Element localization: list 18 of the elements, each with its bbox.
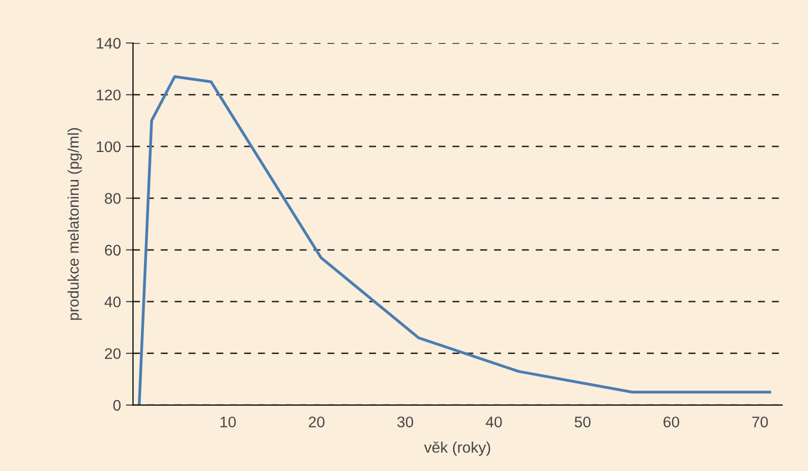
x-tick-label: 50: [574, 416, 591, 428]
x-tick-label: 30: [397, 416, 414, 428]
y-tick-label: 120: [96, 90, 121, 100]
y-tick-label: 100: [96, 141, 121, 152]
x-tick-label: 10: [220, 416, 236, 428]
y-tick-label: 140: [96, 38, 121, 49]
x-axis-title: věk (roky): [424, 442, 490, 456]
x-tick-label: 20: [308, 416, 324, 428]
x-tick-label: 60: [664, 416, 680, 428]
y-tick-label: 80: [104, 193, 121, 204]
y-tick-label: 20: [104, 348, 121, 360]
line-series: [138, 75, 772, 406]
x-tick-label: 70: [752, 416, 768, 428]
x-tick-label: 40: [486, 416, 502, 428]
y-tick-label: 40: [104, 296, 121, 308]
y-tick-label: 0: [113, 400, 121, 411]
y-tick-label: 60: [104, 244, 121, 256]
y-axis-title: produkce melatoninu (pg/ml): [68, 128, 82, 320]
